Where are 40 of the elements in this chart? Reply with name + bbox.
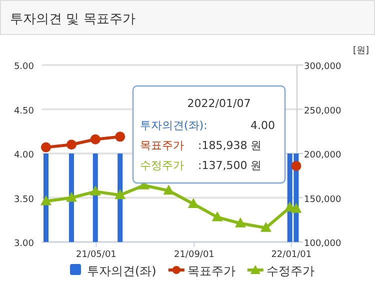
annotation: 수정주가 [140, 159, 184, 172]
y2-tick-label: 250,000 [304, 106, 342, 116]
point [90, 186, 101, 196]
y-tick-label: 5.00 [14, 62, 34, 72]
y-tick-label: 4.00 [14, 150, 34, 160]
point [212, 211, 223, 222]
y2-tick-label: 150,000 [304, 194, 342, 205]
annotation: 투자의견(좌): [140, 119, 208, 132]
y-tick-label: 4.50 [14, 106, 34, 116]
point [290, 202, 302, 213]
annotation: 4.00 [250, 119, 275, 132]
point [90, 134, 100, 144]
y2-tick-label: 200,000 [304, 150, 342, 160]
annotation: :185,938 원 [198, 139, 262, 152]
annotation: :137,500 원 [198, 159, 262, 172]
point [114, 189, 126, 200]
y2-axis-title: [원] [352, 46, 369, 56]
y-tick-label: 3.50 [14, 194, 34, 205]
point [66, 192, 77, 202]
point [66, 140, 76, 150]
y-tick-label: 3.00 [14, 239, 34, 249]
point [260, 222, 272, 232]
x-tick-label: 22/01/01 [271, 250, 312, 260]
annotation: 2022/01/07 [187, 97, 251, 110]
point [163, 184, 174, 195]
y2-tick-label: 300,000 [304, 62, 342, 72]
legend-label: 목표주가 [187, 264, 236, 278]
annotation: 목표주가 [140, 139, 184, 152]
x-tick-label: 21/05/01 [76, 250, 116, 260]
point [188, 198, 199, 208]
point [115, 132, 126, 142]
point [40, 195, 52, 206]
point [291, 160, 302, 171]
legend-label: 투자의견(좌) [87, 264, 156, 278]
chart-title: 투자의견 및 목표주가 [10, 12, 136, 27]
point [234, 217, 246, 228]
point [40, 142, 51, 152]
y2-tick-label: 100,000 [304, 239, 342, 249]
legend-label: 수정주가 [266, 264, 314, 278]
x-tick-label: 21/09/01 [174, 250, 214, 260]
